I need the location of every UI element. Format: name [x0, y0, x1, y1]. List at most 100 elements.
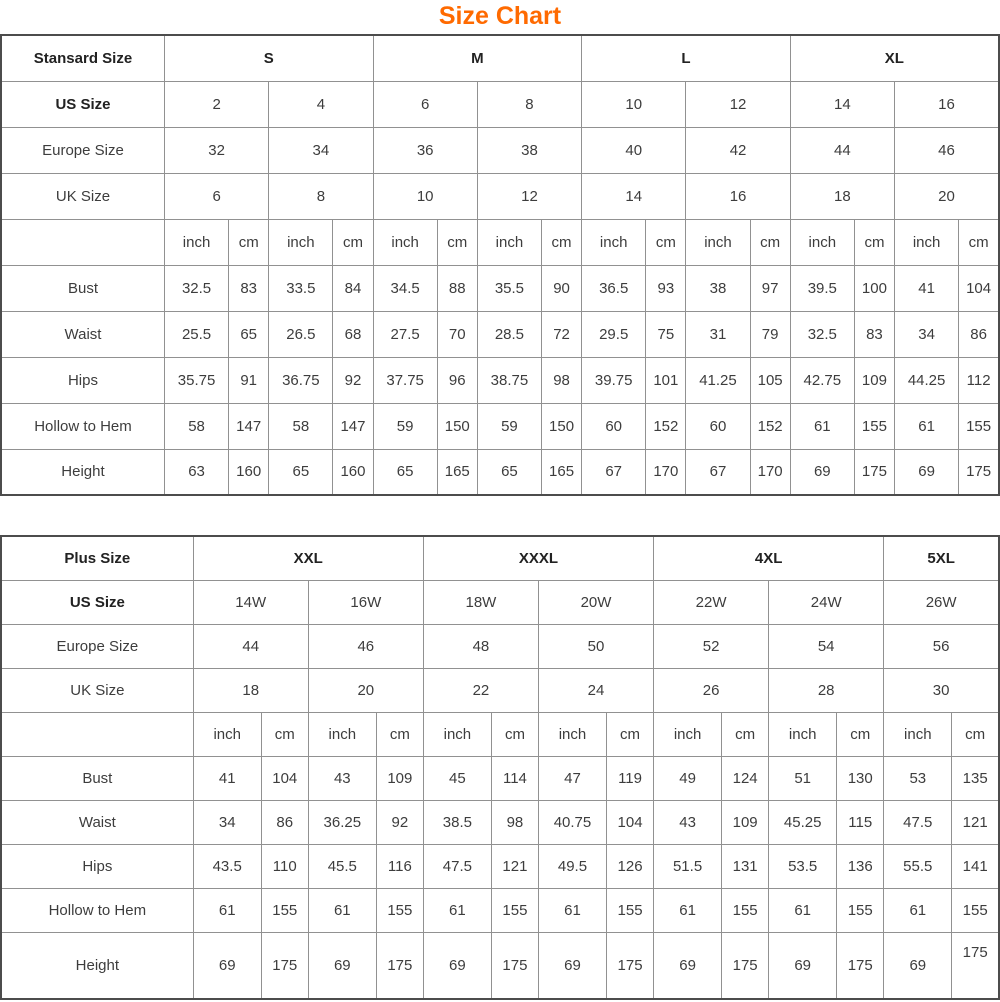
measure-value-cell: 59	[476, 402, 543, 450]
unit-cm-header: cm	[836, 711, 885, 757]
unit-inch-header: inch	[581, 218, 647, 266]
measure-value-cell: 51.5	[653, 843, 723, 889]
measure-row-label: Waist	[0, 310, 165, 358]
measure-row-label: Hips	[0, 356, 165, 404]
measure-value-cell: 88	[436, 264, 478, 312]
size-value-cell: 54	[768, 623, 885, 669]
measure-value-cell: 32.5	[163, 264, 230, 312]
size-row-label: Europe Size	[0, 623, 194, 669]
measure-value-cell: 34	[192, 799, 262, 845]
measure-value-cell: 41	[893, 264, 960, 312]
measure-value-cell: 141	[951, 843, 1000, 889]
measure-value-cell: 104	[606, 799, 655, 845]
measure-value-cell: 31	[685, 310, 751, 358]
measure-value-cell: 98	[540, 356, 583, 404]
measure-value-cell: 38.75	[476, 356, 543, 404]
measure-value-cell: 69	[883, 931, 953, 1000]
measure-value-cell: 61	[307, 887, 377, 933]
measure-row-label: Height	[0, 448, 165, 496]
measure-value-cell: 61	[789, 402, 855, 450]
measure-value-cell: 86	[260, 799, 309, 845]
measure-value-cell: 36.5	[581, 264, 647, 312]
measure-value-cell: 83	[228, 264, 270, 312]
measure-value-cell: 69	[192, 931, 262, 1000]
measure-value-cell: 152	[749, 402, 791, 450]
unit-header-row: inch cm inch cm inch cm inch cm inch cm inch cm inch…	[0, 218, 1000, 266]
unit-inch-header: inch	[476, 218, 543, 266]
unit-cm-header: cm	[951, 711, 1000, 757]
measure-value-cell: 63	[163, 448, 230, 496]
measure-value-cell: 69	[789, 448, 855, 496]
page-title: Size Chart	[438, 2, 562, 30]
measure-value-cell: 51	[768, 755, 838, 801]
measure-value-cell: 55.5	[883, 843, 953, 889]
measure-value-cell: 68	[332, 310, 374, 358]
size-value-cell: 16W	[307, 579, 424, 625]
unit-inch-header: inch	[372, 218, 438, 266]
unit-inch-header: inch	[192, 711, 262, 757]
measure-value-cell: 175	[490, 931, 539, 1000]
size-row: Europe Size 44 46 48 50 52 54 56	[0, 623, 1000, 669]
group-header-row: Plus Size XXL XXXL 4XL 5XL	[0, 535, 1000, 581]
measure-value-cell: 92	[332, 356, 374, 404]
measure-row-label: Height	[0, 931, 194, 1000]
measure-value-cell: 175	[375, 931, 424, 1000]
measure-value-cell: 67	[685, 448, 751, 496]
measure-value-cell: 29.5	[581, 310, 647, 358]
measure-value-cell: 124	[721, 755, 770, 801]
size-row: US Size 2 4 6 8 10 12 14 16	[0, 80, 1000, 128]
unit-row-empty-cell	[0, 711, 194, 757]
size-value-cell: 12	[476, 172, 583, 220]
measure-value-cell: 79	[749, 310, 791, 358]
measure-value-cell: 160	[332, 448, 374, 496]
measure-value-cell: 131	[721, 843, 770, 889]
measure-value-cell: 155	[951, 887, 1000, 933]
measure-value-cell: 93	[645, 264, 687, 312]
measure-value-cell: 135	[951, 755, 1000, 801]
size-value-cell: 22W	[653, 579, 770, 625]
size-value-cell: 26	[653, 667, 770, 713]
group-header-row: Stansard Size S M L XL	[0, 34, 1000, 82]
unit-cm-header: cm	[332, 218, 374, 266]
size-value-cell: 52	[653, 623, 770, 669]
measure-row-label: Hips	[0, 843, 194, 889]
size-value-cell: 24	[537, 667, 655, 713]
size-value-cell: 6	[372, 80, 478, 128]
measure-value-cell: 61	[192, 887, 262, 933]
standard-size-table: Stansard Size S M L XL US Size 2 4 6 8 10 12 14 16 Eur…	[0, 34, 1000, 496]
measure-value-cell: 152	[645, 402, 687, 450]
size-group-header: S	[163, 34, 374, 82]
size-value-cell: 28	[768, 667, 885, 713]
size-value-cell: 40	[581, 126, 687, 174]
measure-value-cell: 61	[422, 887, 492, 933]
size-value-cell: 26W	[883, 579, 1000, 625]
unit-inch-header: inch	[893, 218, 960, 266]
measure-value-cell: 121	[490, 843, 539, 889]
measure-value-cell: 27.5	[372, 310, 438, 358]
measure-value-cell: 49.5	[537, 843, 608, 889]
size-group-header: XL	[789, 34, 1000, 82]
measure-value-cell: 155	[721, 887, 770, 933]
size-value-cell: 38	[476, 126, 583, 174]
measure-value-cell: 45	[422, 755, 492, 801]
unit-cm-header: cm	[606, 711, 655, 757]
measure-row: Bust 41 104 43 109 45 114 47 119 49 124 51 130 53 135	[0, 755, 1000, 801]
table-gap	[0, 496, 1000, 535]
measure-value-cell: 61	[893, 402, 960, 450]
measure-row-label: Waist	[0, 799, 194, 845]
measure-value-cell: 39.5	[789, 264, 855, 312]
measure-value-cell: 43	[653, 799, 723, 845]
measure-value-cell: 59	[372, 402, 438, 450]
measure-value-cell: 155	[260, 887, 309, 933]
measure-value-cell: 147	[332, 402, 374, 450]
measure-value-cell: 170	[749, 448, 791, 496]
measure-value-cell: 115	[836, 799, 885, 845]
size-value-cell: 16	[894, 80, 1000, 128]
size-group-header: M	[372, 34, 583, 82]
measure-value-cell: 69	[422, 931, 492, 1000]
unit-header-row: inch cm inch cm inch cm inch cm inch cm inch cm inch…	[0, 711, 1000, 757]
measure-value-cell: 109	[375, 755, 424, 801]
measure-value-cell: 69	[893, 448, 960, 496]
measure-value-cell: 39.75	[581, 356, 647, 404]
